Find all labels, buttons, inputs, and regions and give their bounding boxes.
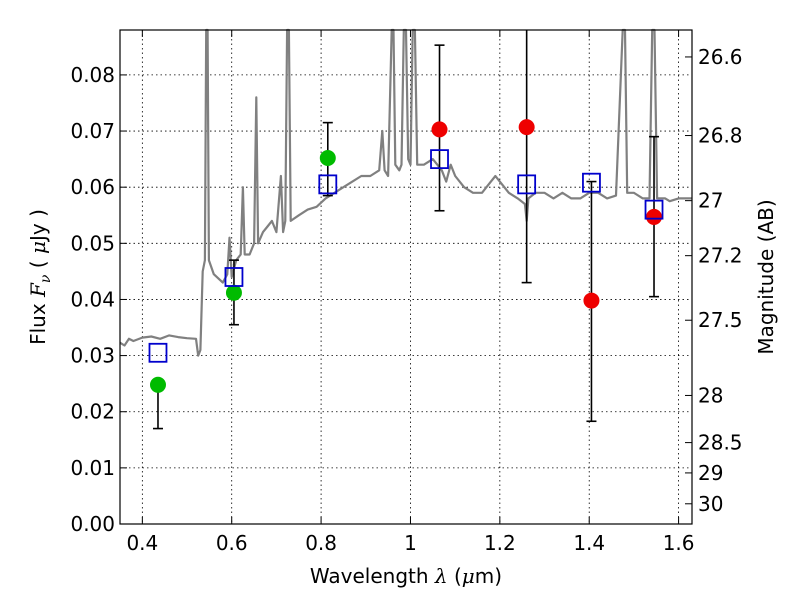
x-tick-label: 0.4 [126, 531, 158, 555]
y2-tick-label: 27.5 [698, 308, 743, 332]
y-tick-label: 0.08 [70, 63, 115, 87]
y2-tick-label: 30 [698, 492, 723, 516]
x-tick-label: 0.6 [216, 531, 248, 555]
error-bars [152, 30, 660, 430]
x-tick-label: 1.6 [663, 531, 695, 555]
y2-tick-label: 26.6 [698, 45, 743, 69]
y2-axis-title: Magnitude (AB) [754, 199, 778, 354]
y2-tick-labels: 26.6 26.8 27 27.2 27.5 28 28.5 29 30 [698, 45, 743, 516]
y-tick-label: 0.07 [70, 119, 115, 143]
model-square [318, 174, 338, 195]
y-tick-label: 0.01 [70, 456, 115, 480]
x-axis-title: Wavelength λ (μm) [310, 564, 502, 588]
model-square [517, 174, 537, 195]
green-point [149, 376, 166, 393]
model-square [582, 172, 601, 193]
green-point [319, 149, 336, 166]
green-point [225, 284, 242, 301]
x-tick-label: 1 [404, 531, 417, 555]
y-tick-label: 0.03 [70, 344, 115, 368]
red-point [431, 121, 448, 138]
y-tick-label: 0.06 [70, 175, 115, 199]
model-square [148, 342, 168, 363]
y2-tick-label: 27 [698, 189, 723, 213]
y2-tick-label: 28 [698, 383, 723, 407]
x-tick-label: 1.2 [484, 531, 516, 555]
model-square [644, 199, 664, 220]
red-point [583, 292, 600, 309]
template-line [119, 28, 692, 357]
plot-frame [119, 29, 693, 525]
axis-ticks [120, 30, 692, 525]
y-tick-labels: 0.00 0.01 0.02 0.03 0.04 0.05 0.06 0.07 0.08 [70, 63, 115, 536]
y2-tick-label: 29 [698, 461, 723, 485]
template-spectrum [119, 28, 692, 357]
model-squares [148, 149, 664, 363]
y2-tick-label: 26.8 [698, 124, 743, 148]
y2-tick-label: 27.2 [698, 244, 743, 268]
x-tick-label: 1.4 [573, 531, 605, 555]
y-tick-label: 0.02 [70, 400, 115, 424]
photometry-points [149, 119, 663, 393]
red-point [518, 119, 535, 136]
y-tick-label: 0.04 [70, 287, 115, 311]
y2-tick-label: 28.5 [698, 431, 743, 455]
red-point [646, 208, 663, 225]
x-tick-label: 0.8 [305, 531, 337, 555]
model-square [430, 149, 449, 170]
model-square [224, 267, 244, 287]
y-tick-label: 0.00 [70, 512, 115, 536]
x-tick-labels: 0.4 0.6 0.8 1 1.2 1.4 1.6 [126, 531, 694, 555]
y-axis-title: Flux Fν ( μJy ) [26, 209, 54, 345]
y-tick-label: 0.05 [70, 231, 115, 255]
